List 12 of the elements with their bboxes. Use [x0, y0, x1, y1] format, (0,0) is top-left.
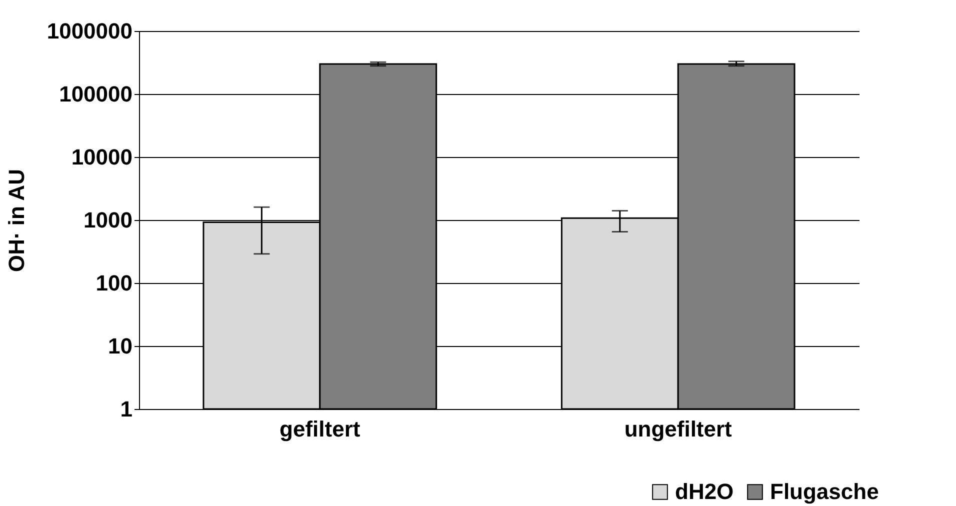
y-tick-label: 1	[120, 396, 132, 422]
y-axis-title: OH· in AU	[4, 168, 29, 272]
y-tick-label: 100	[96, 270, 132, 296]
y-tick-label: 10	[108, 334, 132, 358]
y-tick-label: 1000000	[46, 18, 132, 44]
y-tick-label: 100000	[59, 82, 132, 106]
x-tick-label: ungefiltert	[624, 416, 733, 442]
legend-label: Flugasche	[770, 479, 879, 504]
y-tick-label: 10000	[71, 144, 132, 170]
legend-label: dH2O	[675, 479, 734, 504]
y-tick-label: 1000	[84, 208, 132, 232]
x-tick-label: gefiltert	[280, 416, 361, 442]
